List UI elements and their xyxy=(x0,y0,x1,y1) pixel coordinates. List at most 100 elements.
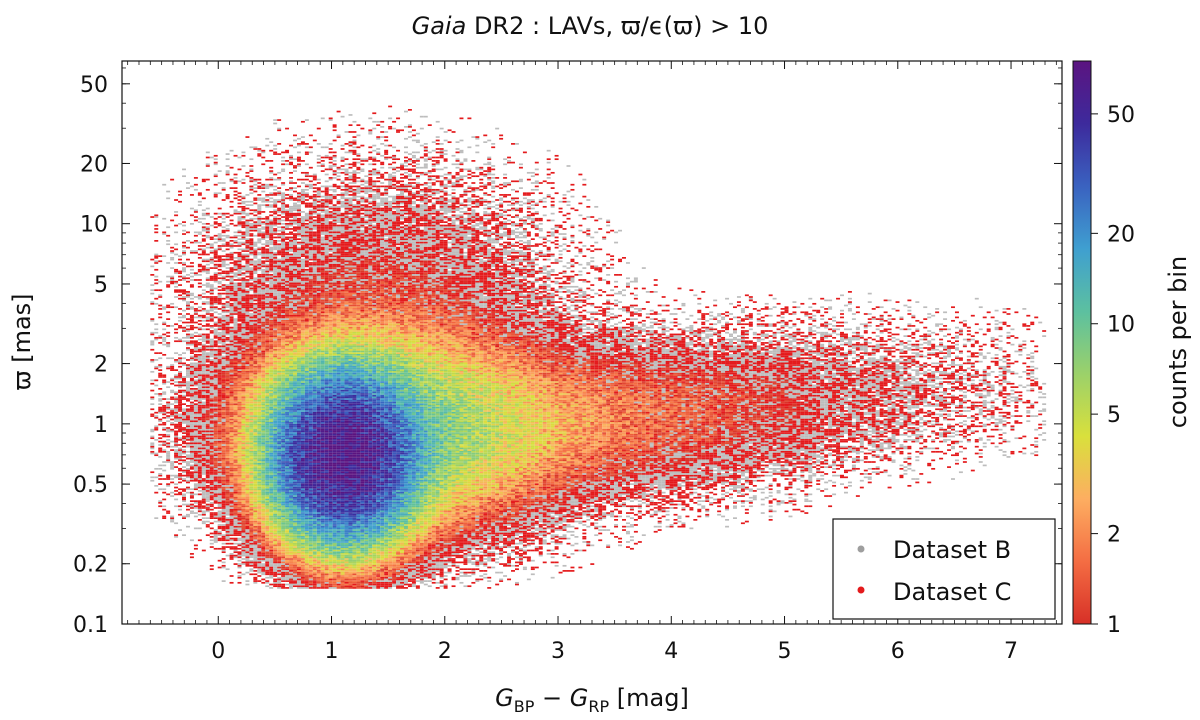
density-bin xyxy=(202,432,206,434)
density-bin xyxy=(194,383,198,385)
density-bin xyxy=(194,272,198,274)
density-bin xyxy=(190,344,194,346)
density-bin xyxy=(210,381,214,383)
density-bin xyxy=(150,349,154,351)
density-bin xyxy=(198,451,202,453)
density-bin xyxy=(194,419,198,421)
density-bin xyxy=(186,349,190,351)
density-bin xyxy=(158,335,162,337)
density-bin xyxy=(178,482,182,484)
density-bin xyxy=(206,267,210,269)
density-bin xyxy=(178,308,182,310)
density-bin xyxy=(198,364,202,366)
density-bin xyxy=(194,478,198,480)
density-bin xyxy=(170,465,174,467)
density-bin xyxy=(150,436,154,438)
density-bin xyxy=(178,403,182,405)
density-bin xyxy=(206,517,210,519)
density-bin xyxy=(194,434,198,436)
density-bin xyxy=(178,357,182,359)
density-bin xyxy=(202,468,206,470)
density-bin xyxy=(210,488,214,490)
density-bin xyxy=(170,415,174,417)
density-bin xyxy=(174,378,178,380)
density-bin xyxy=(206,380,210,382)
density-bin xyxy=(198,286,202,288)
density-bin xyxy=(194,397,198,399)
density-bin xyxy=(178,444,182,446)
density-bin xyxy=(186,393,190,395)
density-bin xyxy=(206,328,210,330)
density-bin xyxy=(198,386,202,388)
density-bin xyxy=(162,380,166,382)
density-bin xyxy=(186,420,190,422)
density-bin xyxy=(206,214,210,216)
density-bin xyxy=(194,466,198,468)
density-bin xyxy=(170,441,174,443)
density-bin xyxy=(206,410,210,412)
density-bin xyxy=(206,390,210,392)
density-bin xyxy=(150,266,154,268)
density-bin xyxy=(198,385,202,387)
density-bin xyxy=(190,465,194,467)
density-bin xyxy=(182,364,186,366)
density-bin xyxy=(158,296,162,298)
density-bin xyxy=(162,516,166,518)
density-bin xyxy=(186,470,190,472)
density-bin xyxy=(170,378,174,380)
density-bin xyxy=(174,420,178,422)
density-bin xyxy=(206,231,210,233)
density-bin xyxy=(202,505,206,507)
density-bin xyxy=(210,385,214,387)
density-bin xyxy=(194,240,198,242)
density-bin xyxy=(162,470,166,472)
density-bin xyxy=(154,429,158,431)
density-bin xyxy=(210,502,214,504)
density-bin xyxy=(182,490,186,492)
density-bin xyxy=(202,249,206,251)
density-bin xyxy=(210,286,214,288)
density-bin xyxy=(194,473,198,475)
density-bin xyxy=(210,429,214,431)
density-bin xyxy=(154,492,158,494)
density-bin xyxy=(210,308,214,310)
density-bin xyxy=(198,485,202,487)
density-bin xyxy=(206,504,210,506)
density-bin xyxy=(162,218,166,220)
density-bin xyxy=(174,289,178,291)
density-bin xyxy=(174,361,178,363)
density-bin xyxy=(202,214,206,216)
density-bin xyxy=(198,334,202,336)
density-bin xyxy=(178,470,182,472)
density-bin xyxy=(182,291,186,293)
density-bin xyxy=(174,337,178,339)
density-bin xyxy=(198,233,202,235)
density-bin xyxy=(174,415,178,417)
density-bin xyxy=(174,487,178,489)
density-bin xyxy=(198,283,202,285)
density-bin xyxy=(178,492,182,494)
density-bin xyxy=(206,403,210,405)
density-bin xyxy=(158,294,162,296)
density-bin xyxy=(162,393,166,395)
density-bin xyxy=(174,456,178,458)
density-bin xyxy=(194,485,198,487)
density-bin xyxy=(194,468,198,470)
density-bin xyxy=(190,366,194,368)
density-bin xyxy=(210,528,214,530)
density-bin xyxy=(198,449,202,451)
density-bin xyxy=(198,391,202,393)
density-bin xyxy=(202,197,206,199)
density-bin xyxy=(162,436,166,438)
density-bin xyxy=(202,250,206,252)
density-bin xyxy=(170,449,174,451)
density-bin xyxy=(210,318,214,320)
density-bin xyxy=(174,328,178,330)
density-bin xyxy=(178,468,182,470)
density-bin xyxy=(158,456,162,458)
density-bin xyxy=(202,429,206,431)
density-bin xyxy=(202,419,206,421)
density-bin xyxy=(206,465,210,467)
density-bin xyxy=(206,369,210,371)
density-bin xyxy=(170,325,174,327)
